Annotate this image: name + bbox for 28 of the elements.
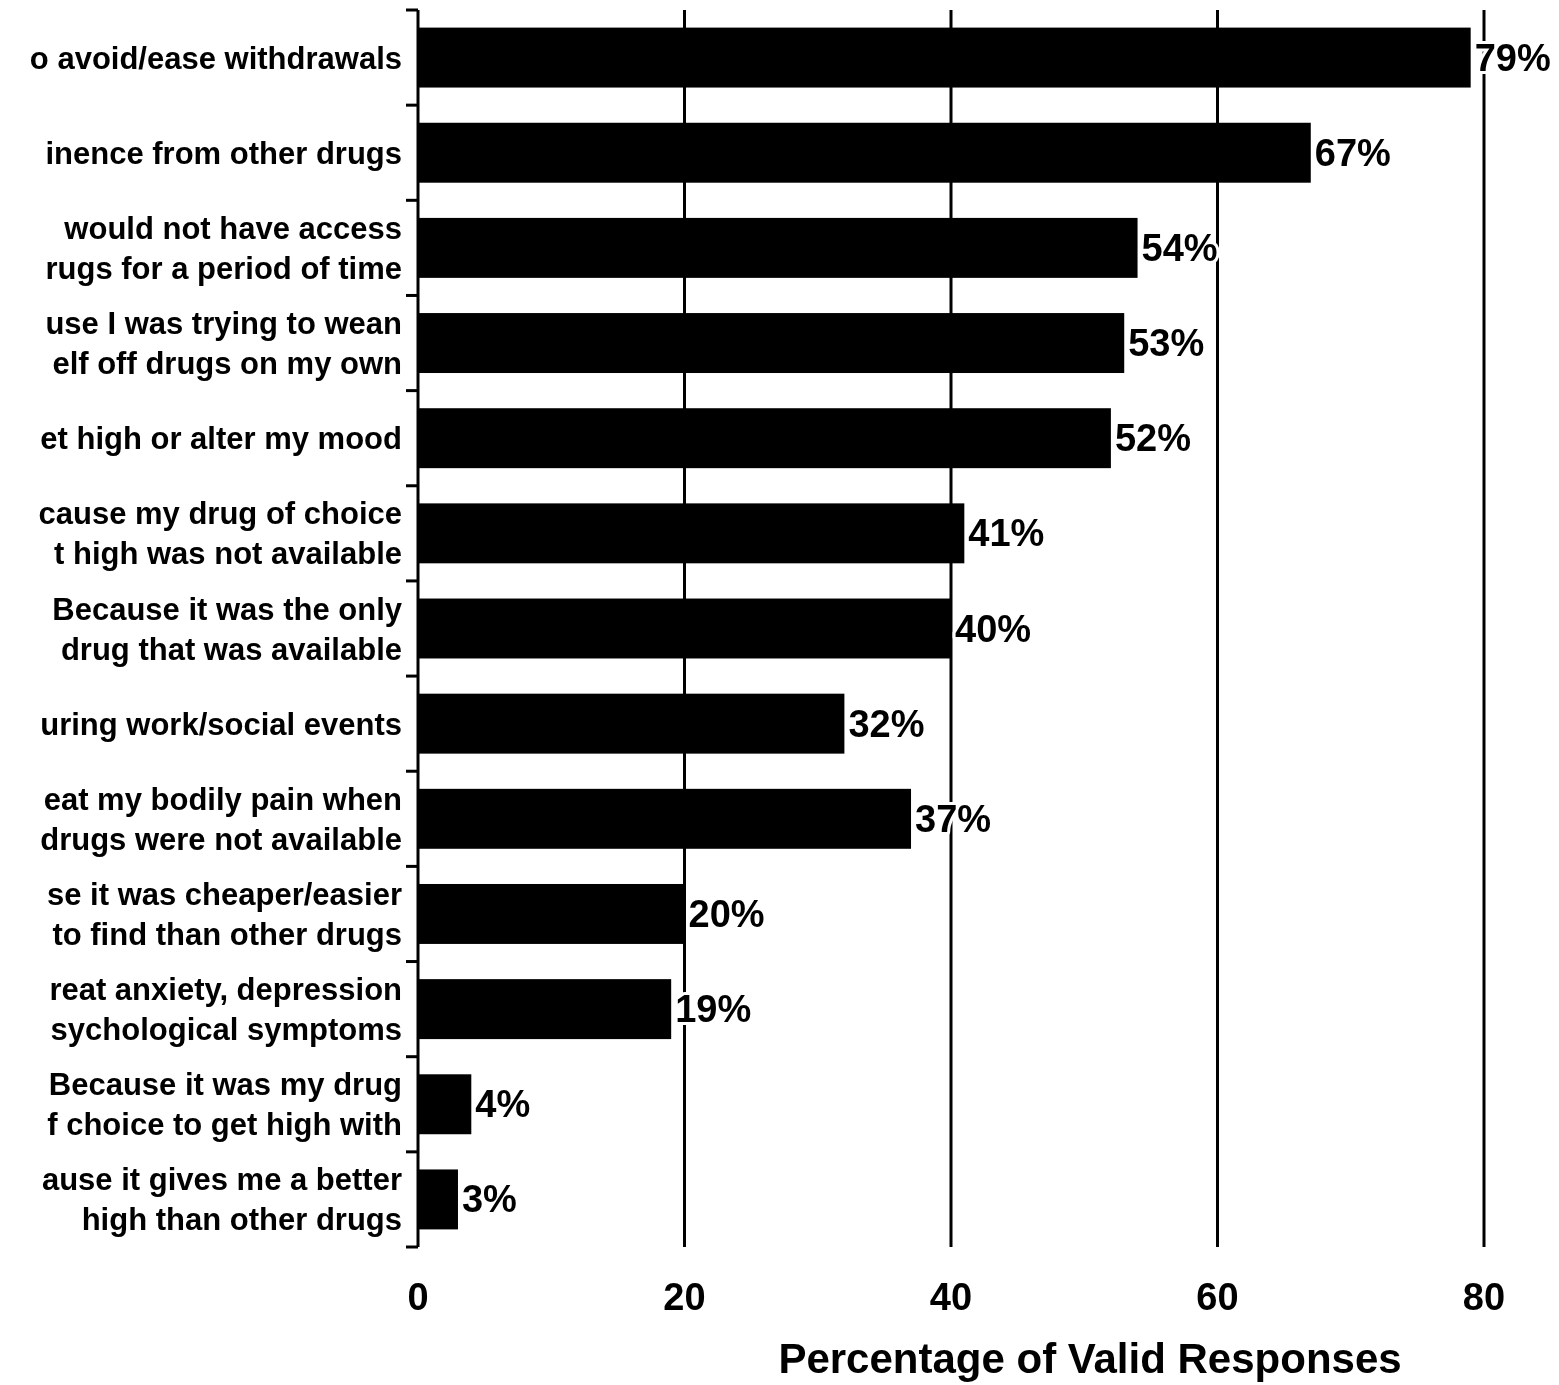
y-tick-label: reat anxiety, depression sychological symptoms (49, 971, 402, 1047)
y-tick-label: eat my bodily pain when drugs were not available (40, 781, 402, 857)
y-tick-label: ause it gives me a better high than other drugs (41, 1161, 402, 1237)
data-label: 41% (968, 512, 1045, 555)
y-tick-label: et high or alter my mood (40, 420, 402, 456)
data-label: 40% (955, 607, 1032, 650)
y-tick-label: Because it was the only drug that was available (52, 591, 403, 666)
y-tick-label: would not have access rugs for a period of time (45, 210, 402, 286)
x-axis-title: Percentage of Valid Responses (778, 1334, 1402, 1382)
x-tick-label: 20 (663, 1276, 706, 1318)
y-tick-label: use I was trying to wean elf off drugs on my own (45, 305, 402, 381)
y-tick-label: se it was cheaper/easier to find than other drugs (46, 876, 402, 952)
y-tick-label: o avoid/ease withdrawals (29, 40, 402, 76)
x-tick-label: 60 (1196, 1276, 1239, 1318)
x-tick-label: 0 (407, 1276, 429, 1318)
data-label: 53% (1128, 322, 1205, 365)
x-tick-label: 40 (929, 1276, 973, 1318)
data-label: 3% (461, 1178, 517, 1221)
data-label: 4% (475, 1083, 531, 1126)
x-tick-label: 80 (1462, 1276, 1506, 1318)
y-tick-label: inence from other drugs (45, 135, 402, 171)
data-label: 67% (1314, 131, 1391, 174)
y-tick-label: cause my drug of choice t high was not available (38, 495, 402, 571)
data-label: 32% (848, 702, 925, 745)
y-tick-label: Because it was my drug f choice to get high with (47, 1066, 402, 1142)
y-tick-label: uring work/social events (40, 706, 402, 742)
data-label: 20% (688, 892, 765, 935)
data-label: 52% (1114, 417, 1191, 460)
